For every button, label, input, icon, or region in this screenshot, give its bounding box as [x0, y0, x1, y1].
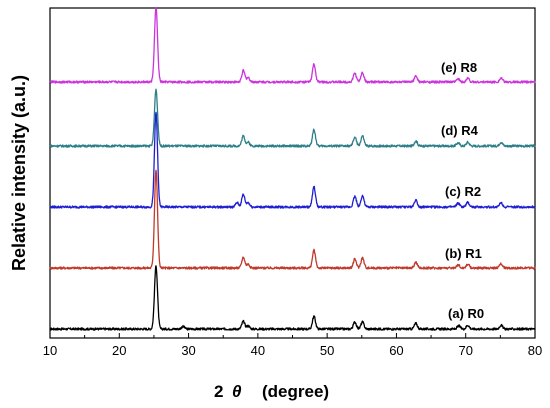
y-axis-title: Relative intensity (a.u.): [9, 75, 29, 271]
series-labels: (a) R0 (b) R1 (c) R2 (d) R4 (e) R8: [441, 60, 484, 321]
x-tick-label-30: 30: [181, 343, 195, 358]
plot-area: 10 20 30 40 50 60 70 80 (a) R0 (b) R1 (c) R2 (d) R…: [43, 6, 542, 358]
series-line-5: [49, 6, 536, 84]
series-label-2: (b) R1: [445, 246, 482, 261]
x-axis-title-theta: θ: [232, 382, 242, 401]
x-tick-label-80: 80: [528, 343, 542, 358]
series-label-1: (a) R0: [448, 306, 484, 321]
x-axis-title-2: 2: [214, 382, 223, 401]
series-label-3: (c) R2: [445, 184, 481, 199]
x-tick-label-20: 20: [112, 343, 126, 358]
series-label-5: (e) R8: [441, 60, 477, 75]
series-line-1: [49, 265, 536, 331]
series-line-4: [49, 88, 536, 148]
x-tick-label-50: 50: [320, 343, 334, 358]
series-label-4: (d) R4: [441, 123, 479, 138]
series-line-2: [49, 169, 536, 270]
x-tick-label-60: 60: [389, 343, 403, 358]
x-tick-label-40: 40: [251, 343, 265, 358]
x-ticks: 10 20 30 40 50 60 70 80: [43, 333, 542, 358]
x-axis-title-unit: (degree): [262, 382, 329, 401]
plot-frame: [49, 7, 536, 339]
x-tick-label-70: 70: [458, 343, 472, 358]
x-axis-title: 2 θ (degree): [214, 382, 329, 401]
x-tick-label-10: 10: [43, 343, 57, 358]
series-line-3: [49, 111, 536, 209]
series-layer: [49, 6, 536, 331]
